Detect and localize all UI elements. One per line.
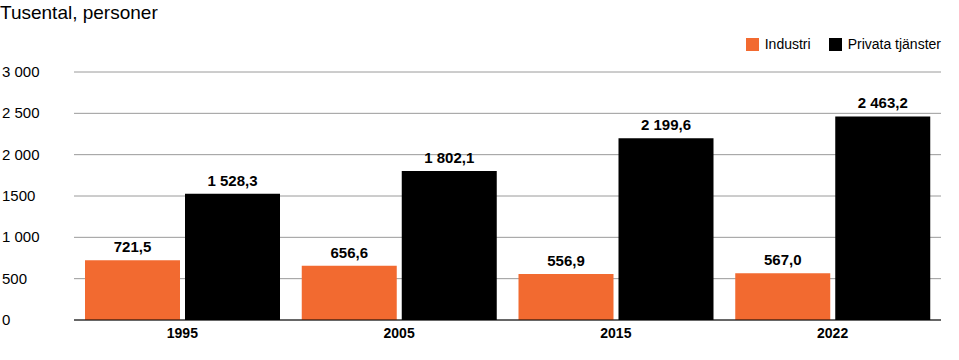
svg-text:2 463,2: 2 463,2: [858, 94, 908, 111]
svg-text:500: 500: [2, 270, 27, 287]
svg-text:2005: 2005: [384, 325, 415, 341]
svg-text:2022: 2022: [817, 325, 848, 341]
svg-text:1 802,1: 1 802,1: [424, 149, 474, 166]
svg-text:1 528,3: 1 528,3: [207, 172, 257, 189]
svg-text:2 500: 2 500: [2, 104, 40, 121]
html-text:Privata tjänster: Privata tjänster: [847, 36, 941, 52]
svg-text:567,0: 567,0: [764, 251, 802, 268]
html-text:Industri: Industri: [764, 36, 811, 52]
svg-text:721,5: 721,5: [114, 238, 152, 255]
svg-text:1500: 1500: [2, 187, 35, 204]
svg-text:2 000: 2 000: [2, 146, 40, 163]
svg-text:3 000: 3 000: [2, 63, 40, 80]
svg-text:2015: 2015: [600, 325, 631, 341]
html-text:Tusental, personer: Tusental, personer: [0, 2, 158, 23]
svg-text:1995: 1995: [167, 325, 198, 341]
svg-text:0: 0: [2, 311, 10, 328]
svg-text:1 000: 1 000: [2, 228, 40, 245]
svg-text:556,9: 556,9: [547, 252, 585, 269]
svg-text:656,6: 656,6: [330, 244, 368, 261]
svg-text:2 199,6: 2 199,6: [641, 116, 691, 133]
